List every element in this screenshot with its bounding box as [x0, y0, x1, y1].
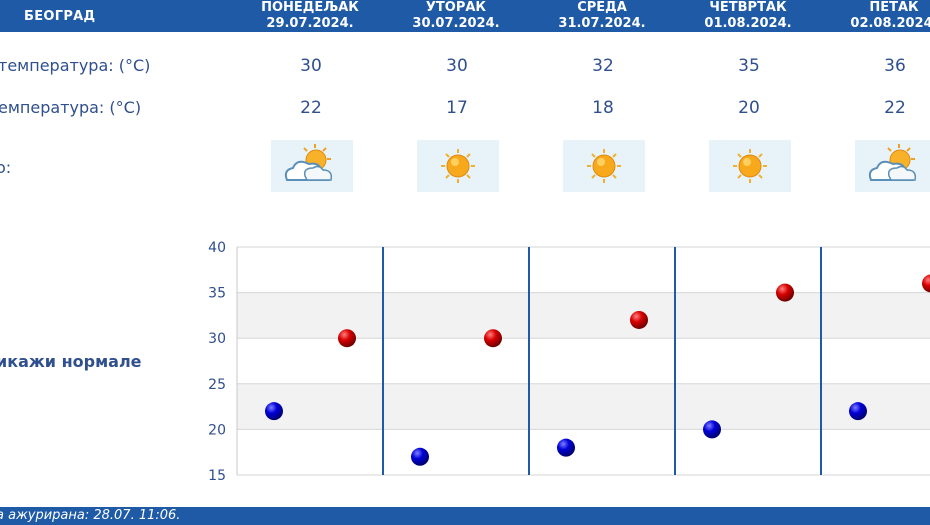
- day-header-5: ПЕТАК 02.08.2024.: [824, 0, 930, 32]
- max-temp-marker: [922, 274, 930, 293]
- day-header-4: ЧЕТВРТАК 01.08.2024.: [678, 0, 818, 32]
- partly-cloudy-icon: [868, 144, 917, 181]
- forecast-header: БЕОГРАД ПОНЕДЕЉАК 29.07.2024. УТОРАК 30.…: [0, 0, 930, 32]
- min-temp-label: емпература: (°C): [0, 98, 142, 117]
- min-temp-1: 22: [300, 98, 322, 118]
- min-temp-marker: [411, 447, 429, 466]
- day-name: СРЕДА: [577, 0, 627, 15]
- day-name: ПОНЕДЕЉАК: [261, 0, 359, 15]
- max-temp-label: температура: (°C): [0, 56, 151, 75]
- max-temp-4: 35: [738, 56, 760, 76]
- y-tick-label: 20: [208, 422, 226, 438]
- max-temp-2: 30: [446, 56, 468, 76]
- day-name: УТОРАК: [425, 0, 487, 15]
- weather-day-4: [709, 140, 791, 192]
- y-tick-label: 40: [208, 240, 226, 256]
- day-date: 31.07.2024.: [558, 16, 646, 31]
- min-temp-marker: [265, 402, 283, 421]
- sunny-icon: [441, 149, 475, 183]
- partly-cloudy-icon: [284, 144, 333, 181]
- show-normals-link[interactable]: икажи нормале: [0, 352, 142, 371]
- max-temp-3: 32: [592, 56, 614, 76]
- min-temp-2: 17: [446, 98, 468, 118]
- min-temp-3: 18: [592, 98, 614, 118]
- min-temp-marker: [703, 420, 721, 439]
- max-temp-marker: [776, 283, 794, 302]
- min-temp-marker: [557, 438, 575, 457]
- chart-band: [237, 292, 930, 339]
- sunny-icon: [733, 149, 767, 183]
- weather-day-3: [563, 140, 645, 192]
- min-temp-4: 20: [738, 98, 760, 118]
- min-temp-5: 22: [884, 98, 906, 118]
- day-name: ЧЕТВРТАК: [709, 0, 787, 15]
- max-temp-5: 36: [884, 56, 906, 76]
- min-temp-marker: [849, 402, 867, 421]
- city-name: БЕОГРАД: [24, 9, 96, 24]
- weather-day-1: [271, 140, 353, 192]
- y-tick-label: 15: [208, 468, 226, 484]
- chart-band: [237, 247, 930, 293]
- y-tick-label: 30: [208, 331, 226, 347]
- weather-day-5: [855, 140, 930, 192]
- day-header-3: СРЕДА 31.07.2024.: [532, 0, 672, 32]
- max-temp-1: 30: [300, 56, 322, 76]
- max-temp-marker: [338, 329, 356, 348]
- weather-day-2: [417, 140, 499, 192]
- day-header-2: УТОРАК 30.07.2024.: [386, 0, 526, 32]
- day-date: 30.07.2024.: [412, 16, 500, 31]
- update-footer: а ажурирана: 28.07. 11:06.: [0, 507, 930, 525]
- chart-band: [237, 429, 930, 475]
- chart-band: [237, 338, 930, 384]
- max-temp-marker: [630, 310, 648, 329]
- day-date: 02.08.2024.: [850, 16, 930, 31]
- day-header-1: ПОНЕДЕЉАК 29.07.2024.: [240, 0, 380, 32]
- day-date: 01.08.2024.: [704, 16, 792, 31]
- day-date: 29.07.2024.: [266, 16, 354, 31]
- update-text: а ажурирана: 28.07. 11:06.: [0, 508, 181, 523]
- y-tick-label: 25: [208, 377, 226, 393]
- max-temp-marker: [484, 329, 502, 348]
- sky-label: о:: [0, 158, 12, 177]
- day-name: ПЕТАК: [869, 0, 919, 15]
- sunny-icon: [587, 149, 621, 183]
- y-tick-label: 35: [208, 286, 226, 302]
- chart-band: [237, 383, 930, 430]
